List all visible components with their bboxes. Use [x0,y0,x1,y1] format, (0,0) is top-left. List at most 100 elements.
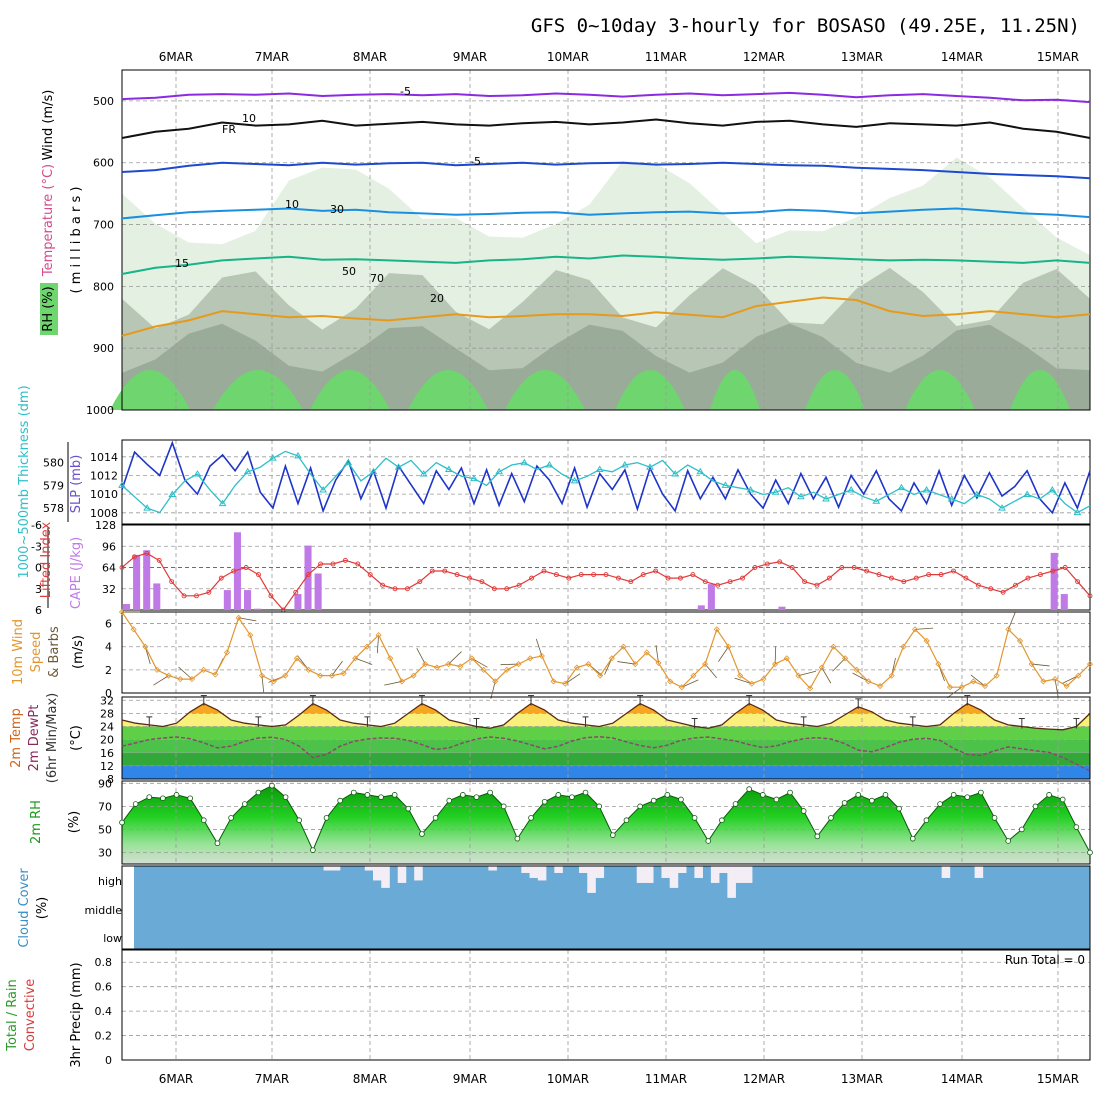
rh-label-1: 30 [330,203,344,216]
temp-frame [121,696,1091,780]
lifted-index-marker-33 [529,575,534,581]
rh-label-0: 10 [242,112,256,125]
wind-marker-1 [130,626,137,633]
rh-ytick-0: 90 [98,777,112,790]
wind-marker-59 [807,685,814,692]
thickness-marker-76 [1073,508,1082,516]
cape-bar-12 [244,590,252,610]
wind-marker-71 [946,684,954,691]
lifted-index-marker-2 [144,550,150,556]
wind-marker-34 [515,661,522,668]
temp-band-5 [122,703,1090,714]
cape-ylabel: CAPE (J/kg) [69,537,84,609]
wind-barb-22 [376,635,379,654]
lifted-index-marker-18 [342,557,348,563]
wind-marker-48 [678,684,685,691]
rh-marker-2 [146,794,153,800]
thickness-marker-22 [394,463,403,470]
cloud-clear-70 [710,866,720,883]
lifted-index-marker-27 [454,572,460,578]
cloud-clear-48 [529,866,539,878]
wind-marker-51 [713,626,720,633]
wind-marker-3 [153,666,161,673]
cape-bar-57 [697,605,705,610]
cape-bar-0 [123,604,131,610]
lifted-index-marker-25 [429,568,435,574]
thickness-marker-4 [168,490,177,497]
wind-marker-13 [270,678,277,685]
rh-marker-33 [569,794,575,800]
lifted-index-marker-37 [578,572,584,578]
wind-barb-64 [852,672,869,682]
thickness-marker-70 [998,504,1006,511]
rh-marker-9 [241,801,248,807]
temp-ytick-6: 8 [107,773,114,786]
rh-marker-61 [950,792,957,798]
thickness-marker-68 [972,490,981,497]
wind-barb-78 [1031,663,1050,667]
wind-barb-54 [734,677,752,685]
rh-marker-56 [882,792,889,798]
lifted-index-marker-75 [1050,568,1056,574]
rh-marker-16 [337,797,343,804]
wind-marker-74 [981,682,989,690]
rh-marker-12 [282,794,289,800]
lifted-index-marker-46 [690,572,696,578]
rh-marker-65 [1005,838,1011,844]
date-label-bottom-0: 6MAR [159,1072,194,1086]
rh-marker-37 [623,817,630,823]
rh-marker-66 [1019,826,1025,833]
lifted-index-marker-40 [615,575,621,581]
lifted-index-marker-65 [926,572,932,578]
wind-ytick-0: 0 [105,687,112,700]
wind-marker-8 [212,671,219,678]
wind-marker-77 [1016,637,1024,644]
rh-green-area-9 [1010,370,1070,410]
wind-ylabel-1: 10m Wind [11,619,26,685]
wind-marker-46 [655,659,662,666]
thickness-marker-0 [118,481,126,488]
date-label-top-5: 11MAR [645,50,687,64]
cloud-clear-34 [414,866,423,881]
wind-barb-20 [355,657,373,665]
lifted-index-marker-72 [1013,582,1018,588]
temp-line [121,702,1091,731]
lifted-index-marker-63 [901,579,907,585]
lifted-index-marker-54 [789,565,795,570]
wind-barb-26 [416,647,426,665]
wind-barb-28 [448,651,462,665]
isotherm-label-3: 10 [285,198,299,211]
cloud-clear-23 [323,866,333,871]
wind-marker-73 [970,678,977,685]
date-label-bottom-6: 12MAR [743,1072,785,1086]
cloud-clear-32 [397,866,407,883]
cloud-area [134,866,1090,949]
wind-ytick-3: 6 [105,618,112,631]
upper-ylabel-millibars: ( m i l l i b a r s ) [69,187,84,294]
thickness-marker-54 [796,492,805,500]
lifted-index-marker-73 [1025,575,1031,581]
precip-frame [121,949,1091,1061]
upper-frame [121,69,1091,411]
cloud-ytick-0: high [98,875,122,888]
thickness-marker-30 [495,467,504,475]
precip-ylabel-3: 3hr Precip (mm) [69,962,84,1067]
wind-marker-7 [200,666,207,673]
thickness-marker-14 [294,451,302,459]
cloud-clear-54 [579,866,588,873]
wind-marker-35 [527,655,534,662]
wind-marker-64 [865,678,872,685]
rh-marker-10 [255,789,262,796]
upper-ytick-1: 600 [93,157,114,170]
thickness-marker-34 [545,461,554,468]
thickness-marker-20 [369,467,378,475]
rh-green-area-1 [213,370,303,410]
wind-marker-42 [608,655,615,662]
cloud-clear-61 [636,866,646,883]
wind-marker-16 [305,666,312,673]
wind-barb-44 [617,661,636,665]
wind-marker-52 [725,643,732,650]
thickness-ytick-1: 579 [43,479,64,492]
lifted-index-marker-20 [367,572,373,578]
